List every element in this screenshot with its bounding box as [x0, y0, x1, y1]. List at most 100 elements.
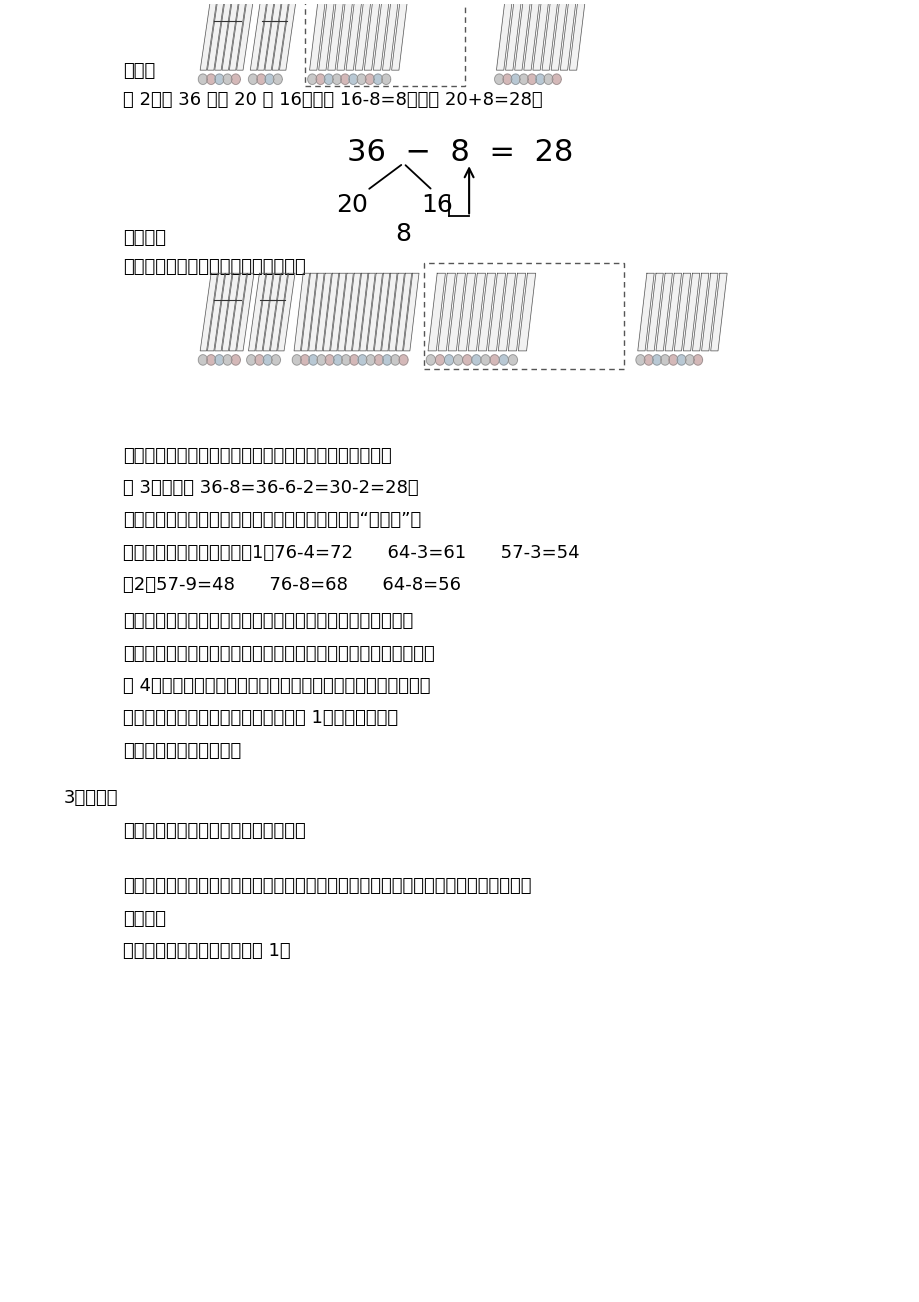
Polygon shape: [301, 354, 309, 365]
Text: 3．小结。: 3．小结。: [63, 789, 118, 807]
Polygon shape: [263, 354, 272, 365]
Polygon shape: [511, 74, 519, 85]
Polygon shape: [332, 74, 341, 85]
Polygon shape: [200, 0, 217, 70]
Polygon shape: [396, 273, 411, 350]
Polygon shape: [231, 74, 240, 85]
Polygon shape: [508, 273, 525, 350]
Polygon shape: [279, 0, 297, 70]
Polygon shape: [374, 354, 383, 365]
Polygon shape: [214, 273, 232, 350]
Polygon shape: [248, 74, 257, 85]
Polygon shape: [382, 0, 399, 70]
Polygon shape: [323, 273, 338, 350]
Polygon shape: [316, 354, 325, 365]
Polygon shape: [655, 273, 672, 350]
Polygon shape: [336, 0, 353, 70]
Polygon shape: [221, 273, 239, 350]
Polygon shape: [382, 354, 391, 365]
Text: 也可以用摆小棒的方法说明这个过程：: 也可以用摆小棒的方法说明这个过程：: [122, 258, 305, 276]
Polygon shape: [701, 273, 717, 350]
Polygon shape: [308, 74, 316, 85]
Polygon shape: [352, 273, 368, 350]
Polygon shape: [503, 74, 511, 85]
Polygon shape: [674, 273, 690, 350]
Polygon shape: [710, 273, 726, 350]
Polygon shape: [508, 354, 516, 365]
Polygon shape: [496, 0, 512, 70]
Polygon shape: [301, 273, 316, 350]
Polygon shape: [437, 273, 455, 350]
Polygon shape: [365, 74, 374, 85]
Polygon shape: [435, 354, 444, 365]
Polygon shape: [265, 0, 282, 70]
Polygon shape: [550, 0, 567, 70]
Polygon shape: [373, 0, 390, 70]
Polygon shape: [381, 74, 391, 85]
Text: 师：看来这名同学预习得很好，他说的这种方法叫“平十法”。: 师：看来这名同学预习得很好，他说的这种方法叫“平十法”。: [122, 512, 421, 530]
Polygon shape: [208, 0, 224, 70]
Text: 两位数减一位数，从个位减起，如果个位不够减，就从十位退一当十，与个位上的数合: 两位数减一位数，从个位减起，如果个位不够减，就从十位退一当十，与个位上的数合: [122, 878, 530, 896]
Polygon shape: [518, 74, 528, 85]
Polygon shape: [207, 354, 215, 365]
Polygon shape: [367, 273, 382, 350]
Polygon shape: [399, 354, 408, 365]
Polygon shape: [448, 273, 465, 350]
Polygon shape: [692, 273, 709, 350]
Polygon shape: [236, 0, 254, 70]
Polygon shape: [199, 74, 208, 85]
Polygon shape: [560, 0, 576, 70]
Polygon shape: [541, 0, 558, 70]
Polygon shape: [468, 273, 485, 350]
Polygon shape: [229, 273, 246, 350]
Polygon shape: [207, 74, 215, 85]
Polygon shape: [294, 273, 309, 350]
Text: 生 2：把 36 拆成 20 和 16，先算 16-8=8，再算 20+8=28。: 生 2：把 36 拆成 20 和 16，先算 16-8=8，再算 20+8=28…: [122, 91, 541, 109]
Text: （2）57-9=48      76-8=68      64-8=56: （2）57-9=48 76-8=68 64-8=56: [122, 575, 460, 594]
Polygon shape: [236, 273, 254, 350]
Polygon shape: [222, 74, 232, 85]
Polygon shape: [569, 0, 585, 70]
Polygon shape: [318, 0, 335, 70]
Polygon shape: [357, 74, 366, 85]
Polygon shape: [309, 0, 325, 70]
Polygon shape: [200, 273, 217, 350]
Polygon shape: [341, 354, 350, 365]
Polygon shape: [333, 354, 342, 365]
Polygon shape: [248, 273, 266, 350]
Text: 追问：谁能说一下什么样的是不退位减法？什么样的是退位减法？: 追问：谁能说一下什么样的是不退位减法？什么样的是退位减法？: [122, 644, 434, 663]
Polygon shape: [494, 74, 504, 85]
Polygon shape: [471, 354, 481, 365]
Text: 预设：: 预设：: [122, 62, 154, 81]
Bar: [305, 0, 464, 86]
Polygon shape: [381, 273, 397, 350]
Polygon shape: [255, 273, 273, 350]
Polygon shape: [683, 273, 699, 350]
Polygon shape: [532, 0, 549, 70]
Polygon shape: [444, 354, 453, 365]
Polygon shape: [214, 354, 223, 365]
Polygon shape: [330, 273, 346, 350]
Polygon shape: [292, 354, 301, 365]
Polygon shape: [359, 273, 375, 350]
Polygon shape: [425, 354, 435, 365]
Polygon shape: [635, 354, 644, 365]
Polygon shape: [391, 0, 408, 70]
Polygon shape: [535, 74, 544, 85]
Text: 师：我们会发现，第一组是不退位减法，第二组是退位减法。: 师：我们会发现，第一组是不退位减法，第二组是退位减法。: [122, 612, 413, 630]
Polygon shape: [309, 354, 317, 365]
Polygon shape: [278, 273, 295, 350]
Polygon shape: [222, 354, 232, 365]
Polygon shape: [315, 74, 324, 85]
Polygon shape: [229, 0, 246, 70]
Polygon shape: [340, 74, 349, 85]
Polygon shape: [488, 273, 505, 350]
Polygon shape: [646, 273, 663, 350]
Polygon shape: [256, 74, 266, 85]
Polygon shape: [263, 273, 280, 350]
Polygon shape: [527, 74, 536, 85]
Polygon shape: [543, 74, 552, 85]
Polygon shape: [327, 0, 344, 70]
Polygon shape: [221, 0, 239, 70]
Polygon shape: [366, 354, 375, 365]
